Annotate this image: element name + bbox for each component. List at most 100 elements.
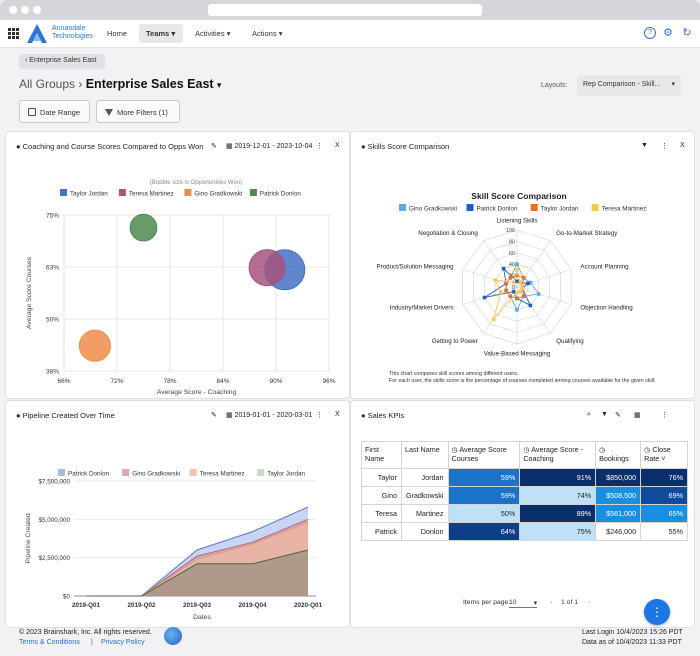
settings-gear-icon[interactable]: ⚙	[663, 27, 673, 39]
radar-axis-label: Objection Handling	[580, 305, 633, 312]
bookings-cell: $561,000	[595, 504, 642, 523]
app-root: Annandale Technologies Home Teams ▾ Acti…	[0, 20, 700, 656]
avg-coaching-cell: 75%	[519, 522, 597, 541]
col-avg-courses[interactable]: ◷ Average Score Courses	[447, 441, 521, 469]
bubble-chart-panel: ● Coaching and Course Scores Compared to…	[6, 132, 349, 398]
filter-funnel-icon[interactable]: ▼	[641, 142, 648, 149]
radar-point	[515, 273, 519, 278]
more-vert-icon[interactable]: ⋮	[316, 143, 323, 150]
date-range-button[interactable]: Date Range	[19, 100, 90, 123]
col-avg-coaching[interactable]: ◷ Average Score - Coaching	[519, 441, 597, 469]
floating-menu-button[interactable]: ⋮	[644, 599, 670, 625]
chevron-down-icon: ▾	[171, 29, 176, 38]
nav-activities[interactable]: Activities ▾	[195, 29, 231, 38]
clock-icon: ◷	[451, 445, 458, 454]
kpi-table: First Name Last Name ◷ Average Score Cou…	[361, 441, 688, 541]
bubble-point	[129, 213, 158, 242]
back-to-group-button[interactable]: ‹ Enterprise Sales East	[19, 54, 105, 69]
nav-actions[interactable]: Actions ▾	[252, 29, 283, 38]
col-bookings[interactable]: ◷ Bookings	[595, 441, 642, 469]
col-first-name[interactable]: First Name	[361, 441, 402, 469]
window-close-dot[interactable]	[9, 6, 17, 14]
col-close-rate[interactable]: ◷ Close Rate ˅	[640, 441, 688, 469]
radar-point	[518, 280, 523, 285]
legend-entry: Taylor Jordan	[267, 471, 305, 478]
address-bar[interactable]	[208, 4, 482, 16]
radar-point	[515, 268, 519, 272]
edit-pencil-icon[interactable]: ✎	[615, 412, 621, 419]
bubble-date-range[interactable]: ▦ 2019-12-01 - 2023-10-04	[226, 143, 313, 150]
radar-point	[515, 296, 519, 301]
terms-link[interactable]: Terms & Conditions	[19, 639, 80, 646]
group-dropdown-icon[interactable]: ▾	[216, 80, 222, 90]
edit-pencil-icon[interactable]: ✎	[211, 412, 217, 419]
radar-point	[501, 266, 506, 271]
x-tick-label: 2019-Q01	[72, 602, 101, 609]
x-tick-label: 66%	[57, 378, 70, 385]
more-vert-icon[interactable]: ⋮	[661, 412, 668, 419]
more-vert-icon[interactable]: ⋮	[316, 412, 323, 419]
first-name-cell: Teresa	[361, 504, 402, 523]
radar-point	[521, 294, 526, 299]
first-name-cell: Patrick	[361, 522, 402, 541]
filter-funnel-icon[interactable]: ▼	[601, 411, 608, 418]
more-vert-icon: ⋮	[651, 605, 663, 619]
radar-axis-label: Go-to-Market Strategy	[556, 230, 618, 237]
window-minimize-dot[interactable]	[21, 6, 29, 14]
more-filters-button[interactable]: More Filters (1)	[96, 100, 180, 123]
x-tick-label: 96%	[322, 378, 335, 385]
company-logo-icon	[27, 24, 47, 43]
radar-point	[504, 281, 508, 286]
items-per-page-select[interactable]: 10 ▾	[509, 599, 537, 608]
more-vert-icon[interactable]: ⋮	[661, 143, 668, 150]
search-icon[interactable]: ⌕	[587, 411, 591, 418]
layouts-label: Layouts:	[541, 82, 568, 89]
radar-point	[515, 262, 519, 266]
calendar-icon[interactable]: ▦	[634, 412, 641, 419]
bookings-cell: $246,000	[595, 522, 642, 541]
apps-grid-icon[interactable]	[8, 28, 19, 39]
breadcrumb-root[interactable]: All Groups	[19, 77, 76, 91]
table-row[interactable]: Patrick Donlon 64% 75% $246,000 55%	[361, 522, 688, 541]
panel-close-button[interactable]: X	[335, 142, 340, 149]
prev-page-button[interactable]: ‹	[550, 599, 553, 606]
clock-icon: ◷	[599, 445, 606, 454]
radar-tick-label: 40	[509, 262, 515, 268]
refresh-icon[interactable]: ↻	[682, 27, 692, 39]
avg-courses-cell: 59%	[447, 486, 521, 505]
layouts-select[interactable]: Rep Comparison - Skill... ▾	[577, 75, 681, 96]
radar-axis-label: Account Planning	[580, 263, 629, 270]
next-page-button[interactable]: ›	[588, 599, 591, 606]
radar-spoke	[462, 286, 518, 305]
panel-close-button[interactable]: X	[680, 142, 685, 149]
edit-pencil-icon[interactable]: ✎	[211, 143, 217, 150]
legend-entry: Patrick Donlon	[260, 191, 301, 198]
page-title: Enterprise Sales East	[85, 77, 214, 91]
radar-point	[536, 292, 541, 296]
legend-swatch	[118, 189, 126, 196]
radar-point	[498, 290, 503, 295]
privacy-link[interactable]: Privacy Policy	[101, 639, 145, 646]
help-icon[interactable]: ?	[644, 27, 656, 39]
avg-coaching-cell: 91%	[519, 468, 597, 487]
panel-close-button[interactable]: X	[335, 411, 340, 418]
chevron-down-icon: ▾	[278, 29, 283, 38]
y-tick-label: $0	[63, 594, 71, 601]
legend-entry: Gino Gradkowski	[194, 191, 242, 198]
close-rate-cell: 65%	[640, 504, 688, 523]
bubble-panel-title: ● Coaching and Course Scores Compared to…	[16, 142, 204, 151]
nav-home[interactable]: Home	[107, 29, 128, 38]
y-tick-label: 38%	[46, 369, 59, 376]
window-zoom-dot[interactable]	[33, 6, 41, 14]
pipeline-date-range[interactable]: ▦ 2019-01-01 - 2020-03-01	[226, 412, 313, 419]
last-login: Last Login 10/4/2023 15:26 PDT	[582, 629, 683, 636]
col-last-name[interactable]: Last Name	[400, 441, 449, 469]
data-as-of: Data as of 10/4/2023 11:33 PDT	[582, 639, 682, 646]
table-row[interactable]: Taylor Jordan 59% 91% $850,000 76%	[361, 468, 688, 487]
nav-teams[interactable]: Teams ▾	[146, 29, 176, 38]
table-row[interactable]: Teresa Martinez 50% 89% $561,000 65%	[361, 504, 688, 523]
user-icon: ●	[16, 142, 21, 151]
table-row[interactable]: Gino Gradkowski 59% 74% $508,500 69%	[361, 486, 688, 505]
legend-swatch	[399, 204, 406, 211]
y-tick-label: $2,500,000	[38, 555, 70, 562]
